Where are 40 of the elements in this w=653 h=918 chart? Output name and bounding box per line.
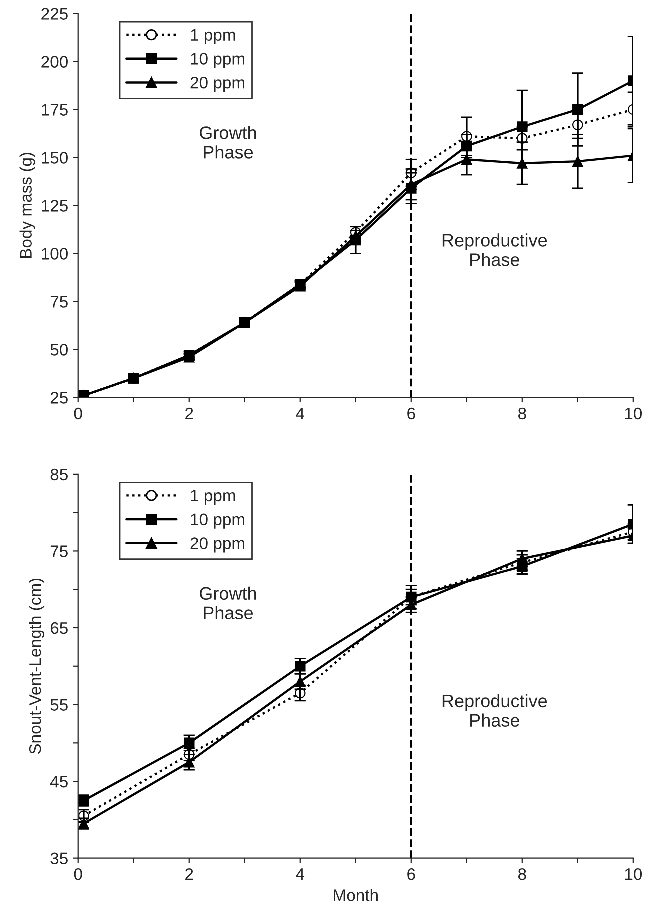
y-axis-title: Snout-Vent-Length (cm) — [29, 578, 45, 754]
legend-label: 10 ppm — [191, 53, 244, 68]
legend-label: 20 ppm — [190, 76, 244, 92]
legend-label: 20 ppm — [190, 538, 244, 553]
x-tick-label: 6 — [408, 408, 416, 420]
y-tick-label: 65 — [50, 622, 68, 634]
x-tick-label: 4 — [296, 868, 305, 880]
x-tick-label: 6 — [408, 868, 416, 880]
x-tick-label: 0 — [74, 408, 82, 420]
y-tick-label: 55 — [50, 699, 68, 711]
annotation: Growth Phase — [200, 586, 256, 620]
y-tick-label: 100 — [42, 248, 68, 260]
legend-label: 10 ppm — [191, 514, 244, 529]
y-tick-label: 25 — [50, 392, 68, 404]
legend-label: 1 ppm — [191, 29, 236, 44]
x-tick-label: 2 — [186, 408, 194, 420]
y-tick-label: 75 — [50, 546, 68, 558]
y-tick-label: 175 — [42, 104, 68, 116]
x-tick-label: 8 — [518, 868, 526, 880]
y-tick-label: 225 — [42, 8, 68, 20]
y-tick-label: 35 — [50, 852, 68, 865]
legend-label: 1 ppm — [191, 490, 236, 505]
y-tick-label: 150 — [42, 152, 68, 164]
annotation: Reproductive Phase — [442, 234, 548, 266]
x-tick-label: 2 — [186, 868, 194, 880]
y-tick-label: 50 — [50, 344, 68, 356]
y-axis-title: Body mass (g) — [20, 153, 36, 258]
x-tick-label: 8 — [518, 408, 526, 420]
y-tick-label: 45 — [50, 776, 68, 788]
x-tick-label: 0 — [74, 868, 82, 880]
y-tick-label: 85 — [50, 468, 68, 481]
annotation: Reproductive Phase — [442, 694, 548, 728]
y-tick-label: 200 — [42, 56, 68, 68]
x-tick-label: 4 — [296, 408, 305, 420]
y-tick-label: 125 — [42, 200, 68, 212]
y-tick-label: 75 — [50, 296, 68, 308]
x-axis-title: Month — [334, 889, 378, 902]
x-tick-label: 10 — [625, 868, 642, 880]
x-tick-label: 10 — [625, 408, 642, 420]
annotation: Growth Phase — [200, 126, 256, 159]
